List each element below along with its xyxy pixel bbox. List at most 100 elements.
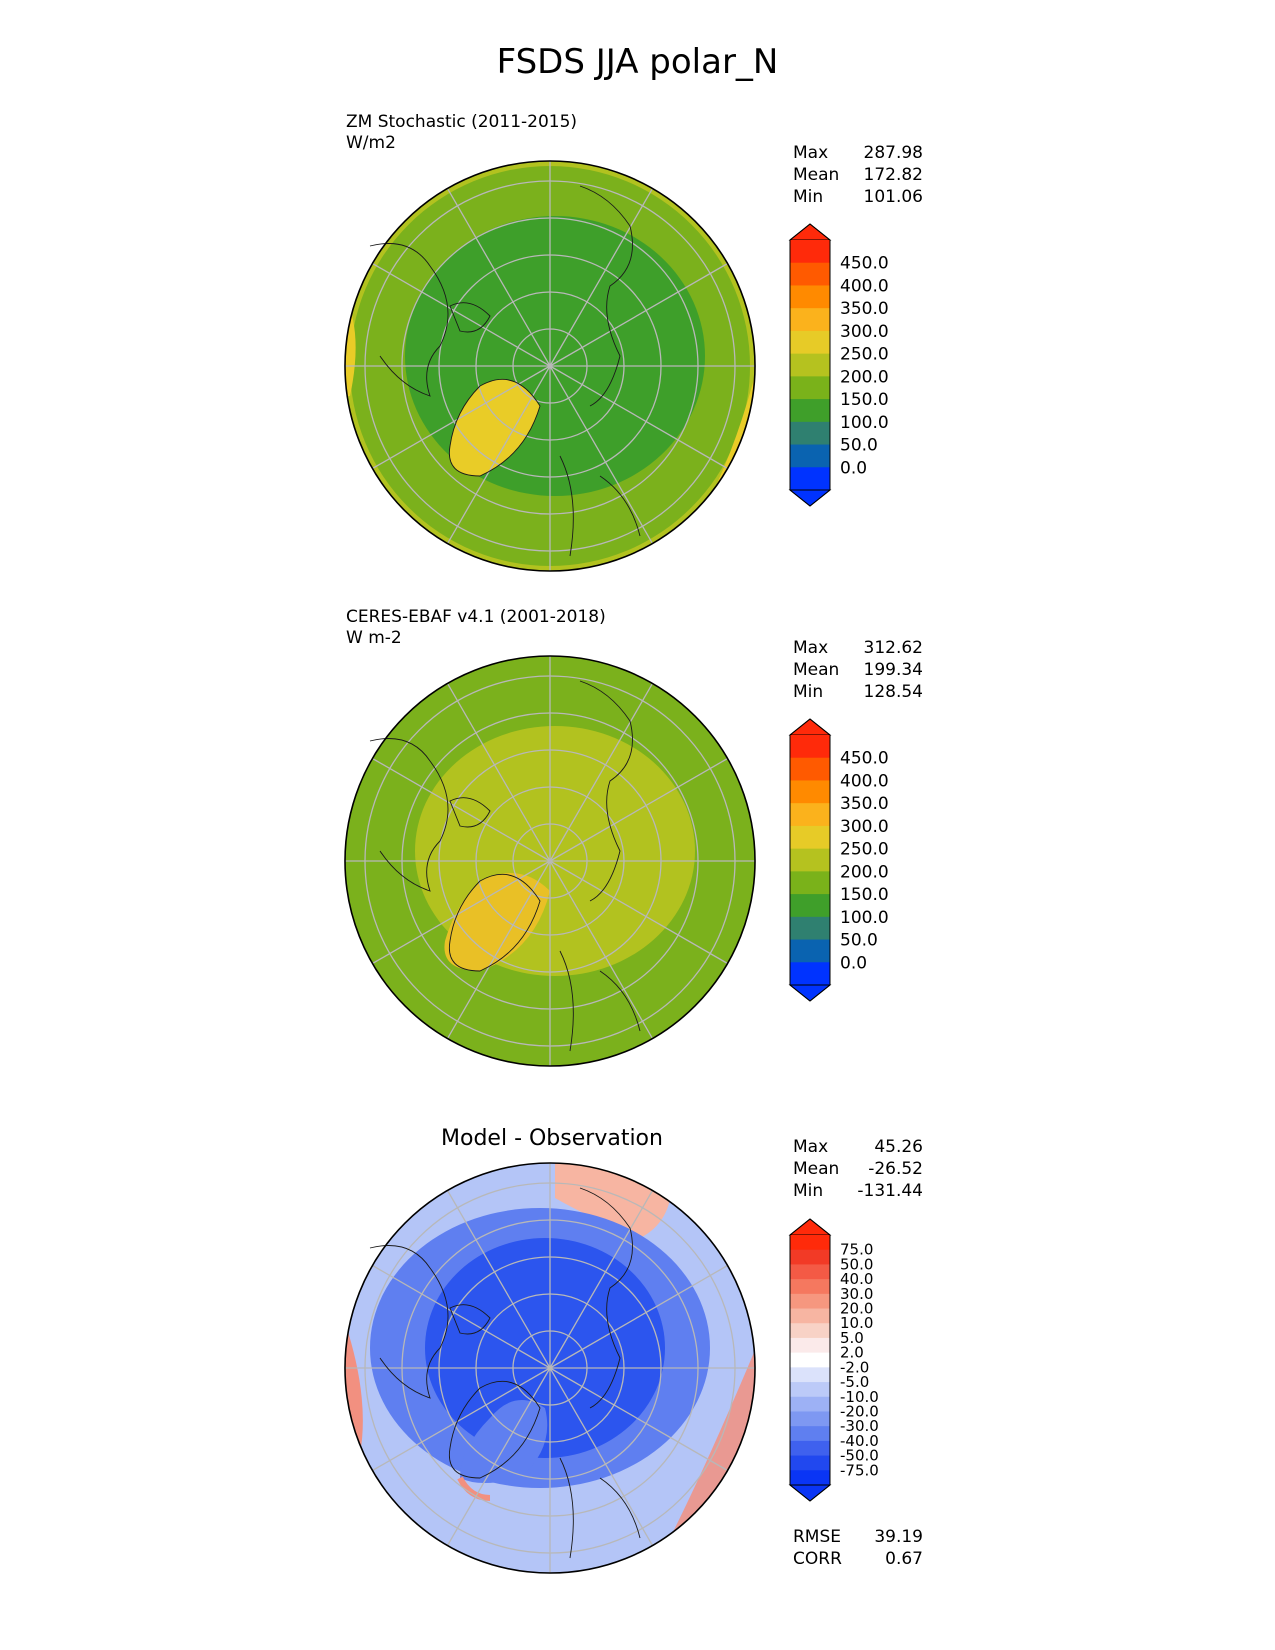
panel-observation: CERES-EBAF v4.1 (2001-2018) W m-2 Max 312… xyxy=(0,495,1275,1067)
colorbar-tick-label: 300.0 xyxy=(840,322,889,342)
colorbar-segment xyxy=(790,353,830,377)
colorbar-tick-label: 350.0 xyxy=(840,794,889,814)
colorbar-segment xyxy=(790,939,830,963)
colorbar-tick-label: 350.0 xyxy=(840,299,889,319)
colorbar-outline xyxy=(789,718,831,1002)
colorbar-segment xyxy=(790,1455,830,1471)
colorbar-tick-label: 20.0 xyxy=(840,1300,873,1318)
colorbar-segment xyxy=(790,735,830,759)
graticule xyxy=(345,656,755,1066)
colorbar-segment xyxy=(790,1440,830,1457)
colorbar-segment xyxy=(790,1367,830,1383)
stat-min: Min 101.06 xyxy=(793,187,923,207)
colorbar-tick-label: -30.0 xyxy=(840,1417,879,1435)
page-title: FSDS JJA polar_N xyxy=(496,42,779,82)
colorbar-segment xyxy=(790,916,830,941)
stat-max: Max 312.62 xyxy=(793,638,923,658)
colorbar-segment xyxy=(790,1235,830,1251)
difference-title: Model - Observation xyxy=(441,1126,663,1151)
colorbar-tick-label: 400.0 xyxy=(840,771,889,791)
colorbar-extend-max xyxy=(788,718,832,736)
colorbar-tick-label: 250.0 xyxy=(840,840,889,860)
colorbar-tick-label: -5.0 xyxy=(840,1373,869,1391)
colorbar-segment xyxy=(790,1249,830,1265)
colorbar-segment xyxy=(790,871,830,895)
colorbar-segment xyxy=(790,803,830,827)
colorbar-segment xyxy=(790,1264,830,1280)
colorbar-extend-max xyxy=(788,1218,832,1236)
colorbar-segment xyxy=(790,240,830,264)
colorbar-extend-max xyxy=(788,223,832,241)
colorbar-segment xyxy=(790,825,830,850)
stat-mean: Mean 172.82 xyxy=(793,165,923,185)
colorbar-segment xyxy=(790,1308,830,1324)
caption-case-name: CERES-EBAF v4.1 (2001-2018) xyxy=(346,607,606,627)
caption-units: W/m2 xyxy=(346,133,396,153)
panel-difference: Model - Observation Max 45.26 Mean -26.52 … xyxy=(0,990,1275,1574)
colorbar-segment xyxy=(790,421,830,446)
graticule xyxy=(345,161,755,571)
colorbar-segment xyxy=(790,262,830,286)
colorbar-tick-label: 5.0 xyxy=(840,1329,864,1347)
colorbar-segment xyxy=(790,285,830,309)
polar-map-observation xyxy=(344,655,756,1067)
metric-corr: CORR 0.67 xyxy=(793,1549,923,1569)
colorbar-tick-label: 200.0 xyxy=(840,367,889,387)
colorbar-outline xyxy=(789,1218,831,1502)
map-boundary xyxy=(344,655,756,1067)
stat-min: Min -131.44 xyxy=(793,1181,923,1201)
caption-units: W m-2 xyxy=(346,628,402,648)
colorbar-segment xyxy=(790,399,830,423)
colorbar-segment xyxy=(790,1396,830,1412)
colorbar-segment xyxy=(790,1337,830,1354)
caption-case-name: ZM Stochastic (2011-2015) xyxy=(346,112,578,132)
colorbar-segment xyxy=(790,894,830,918)
colorbar-tick-label: 0.0 xyxy=(840,458,867,478)
colorbar-tick-label: 40.0 xyxy=(840,1270,873,1288)
colorbar-tick-label: 450.0 xyxy=(840,254,889,274)
polar-map-difference xyxy=(344,1162,756,1574)
colorbar-segment xyxy=(790,1279,830,1295)
colorbar-tick-label: 100.0 xyxy=(840,908,889,928)
stat-mean: Mean -26.52 xyxy=(793,1159,923,1179)
metrics-box: RMSE 39.19 CORR 0.67 xyxy=(793,1526,923,1570)
panel-model: ZM Stochastic (2011-2015) W/m2 Max 287.98… xyxy=(0,0,1275,572)
stat-min: Min 128.54 xyxy=(793,682,923,702)
colorbar-extend-min xyxy=(788,1484,832,1502)
coastlines xyxy=(369,680,641,1052)
colorbar-tick-label: 300.0 xyxy=(840,817,889,837)
metric-rmse: RMSE 39.19 xyxy=(793,1527,923,1547)
colorbar-segment xyxy=(790,308,830,332)
stat-max: Max 45.26 xyxy=(793,1137,923,1157)
coastlines xyxy=(369,185,641,557)
colorbar-segment xyxy=(790,330,830,355)
colorbar-tick-label: 50.0 xyxy=(840,931,878,951)
colorbar-segment xyxy=(790,1382,830,1398)
stat-max: Max 287.98 xyxy=(793,143,923,163)
colorbar-segment xyxy=(790,848,830,872)
colorbar-tick-label: 2.0 xyxy=(840,1344,864,1362)
colorbar-tick-label: 0.0 xyxy=(840,953,867,973)
map-field xyxy=(345,1163,755,1573)
coastlines xyxy=(369,1187,641,1559)
colorbar-tick-label: -20.0 xyxy=(840,1402,879,1420)
colorbar-tick-label: 50.0 xyxy=(840,436,878,456)
colorbar-tick-label: 200.0 xyxy=(840,862,889,882)
colorbar-tick-label: 10.0 xyxy=(840,1314,873,1332)
colorbar-segment xyxy=(790,1323,830,1339)
colorbar-segment xyxy=(790,962,830,986)
colorbar-segment xyxy=(790,1411,830,1427)
colorbar-segment xyxy=(790,1293,830,1310)
colorbar-tick-label: 450.0 xyxy=(840,749,889,769)
colorbar-tick-label: 30.0 xyxy=(840,1285,873,1303)
colorbar-tick-label: 250.0 xyxy=(840,345,889,365)
colorbar-tick-label: -50.0 xyxy=(840,1447,879,1465)
colorbar-tick-label: 75.0 xyxy=(840,1241,873,1259)
colorbar-segment xyxy=(790,757,830,781)
colorbar-tick-label: 150.0 xyxy=(840,390,889,410)
colorbar-tick-label: 400.0 xyxy=(840,276,889,296)
colorbar-tick-label: -2.0 xyxy=(840,1358,869,1376)
polar-map-model xyxy=(344,160,756,572)
